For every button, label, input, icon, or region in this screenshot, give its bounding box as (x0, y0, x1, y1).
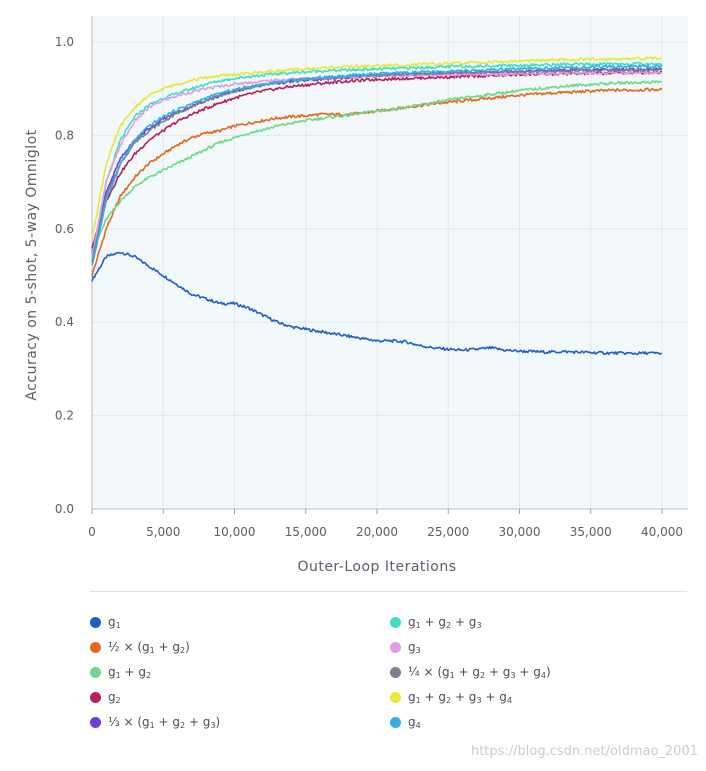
y-tick-label: 0.4 (55, 315, 74, 329)
legend-column-right: g1 + g2 + g3 g3 ¼ × (g1 + g2 + g3 + g4) g1 … (390, 610, 551, 735)
x-tick-label: 35,000 (570, 525, 612, 539)
legend-label: g1 + g2 + g3 + g4 (408, 690, 512, 705)
legend-label: g1 + g2 (108, 665, 152, 680)
legend-swatch (90, 642, 101, 653)
y-tick-label: 0.6 (55, 222, 74, 236)
legend-label: g3 (408, 640, 421, 655)
plot-area (92, 16, 688, 509)
series-line-8 (91, 68, 663, 263)
x-tick-label: 20,000 (356, 525, 398, 539)
line-chart: 0.0 0.2 0.4 0.6 0.8 1.0 0 5,000 10,000 15,000 20,0… (24, 16, 688, 575)
x-tick-label: 0 (88, 525, 96, 539)
series-line-9 (91, 56, 662, 239)
legend-swatch (390, 667, 401, 678)
legend-item-7: g3 (390, 635, 551, 660)
legend-separator (90, 591, 687, 592)
y-axis-title: Accuracy on 5-shot, 5-way Omniglot (24, 129, 40, 400)
series-lines (91, 56, 663, 356)
legend-swatch (90, 692, 101, 703)
series-line-6 (91, 61, 663, 259)
watermark-text: https://blog.csdn.net/oldmao_2001 (470, 744, 698, 759)
legend-item-4: g2 (90, 685, 220, 710)
x-tick-label: 30,000 (499, 525, 541, 539)
legend-label: g1 (108, 615, 121, 630)
series-line-3 (91, 80, 663, 254)
legend-label: ½ × (g1 + g2) (108, 640, 190, 655)
legend-item-5: ⅓ × (g1 + g2 + g3) (90, 710, 220, 735)
y-tick-label: 0.8 (55, 128, 74, 142)
axes: 0.0 0.2 0.4 0.6 0.8 1.0 0 5,000 10,000 15,000 20,0… (55, 16, 688, 539)
legend-label: ⅓ × (g1 + g2 + g3) (108, 715, 221, 730)
legend-label: g2 (108, 690, 121, 705)
x-tick-label: 25,000 (427, 525, 469, 539)
legend-swatch (390, 642, 401, 653)
x-axis-title: Outer-Loop Iterations (297, 559, 456, 575)
grid (92, 16, 688, 509)
series-line-10 (91, 64, 663, 266)
legend-label: g1 + g2 + g3 (408, 615, 482, 630)
legend-label: g4 (408, 715, 421, 730)
legend-item-8: ¼ × (g1 + g2 + g3 + g4) (390, 660, 551, 685)
legend-item-2: ½ × (g1 + g2) (90, 635, 220, 660)
legend-item-3: g1 + g2 (90, 660, 220, 685)
y-tick-label: 0.2 (55, 409, 74, 423)
legend-swatch (90, 617, 101, 628)
legend-swatch (90, 667, 101, 678)
legend-label: ¼ × (g1 + g2 + g3 + g4) (408, 665, 551, 680)
y-tick-label: 1.0 (55, 35, 74, 49)
legend-swatch (90, 717, 101, 728)
x-tick-label: 10,000 (214, 525, 256, 539)
legend-column-left: g1 ½ × (g1 + g2) g1 + g2 g2 ⅓ × (g1 + g2 + g… (90, 610, 220, 735)
x-tick-label: 40,000 (641, 525, 683, 539)
legend-swatch (390, 617, 401, 628)
x-tick-label: 5,000 (146, 525, 180, 539)
y-tick-label: 0.0 (55, 502, 74, 516)
x-tick-label: 15,000 (285, 525, 327, 539)
legend-item-6: g1 + g2 + g3 (390, 610, 551, 635)
legend-swatch (390, 717, 401, 728)
series-line-1 (91, 251, 662, 356)
legend-item-9: g1 + g2 + g3 + g4 (390, 685, 551, 710)
legend-item-1: g1 (90, 610, 220, 635)
legend-swatch (390, 692, 401, 703)
legend-item-10: g4 (390, 710, 551, 735)
